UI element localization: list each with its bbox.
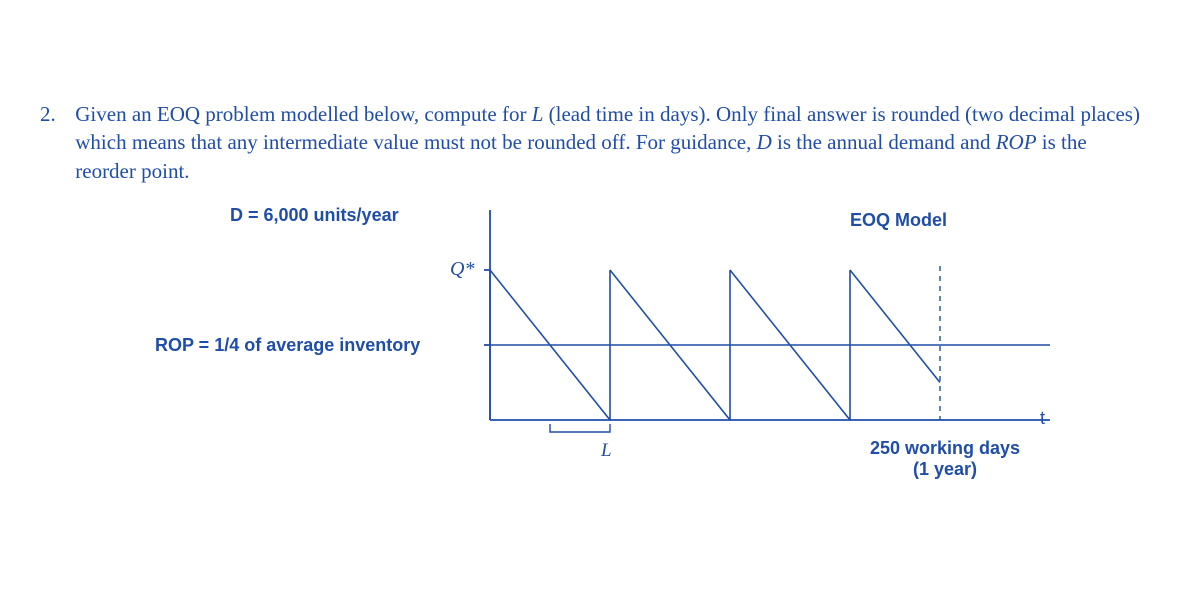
eoq-diagram: [0, 0, 1200, 600]
